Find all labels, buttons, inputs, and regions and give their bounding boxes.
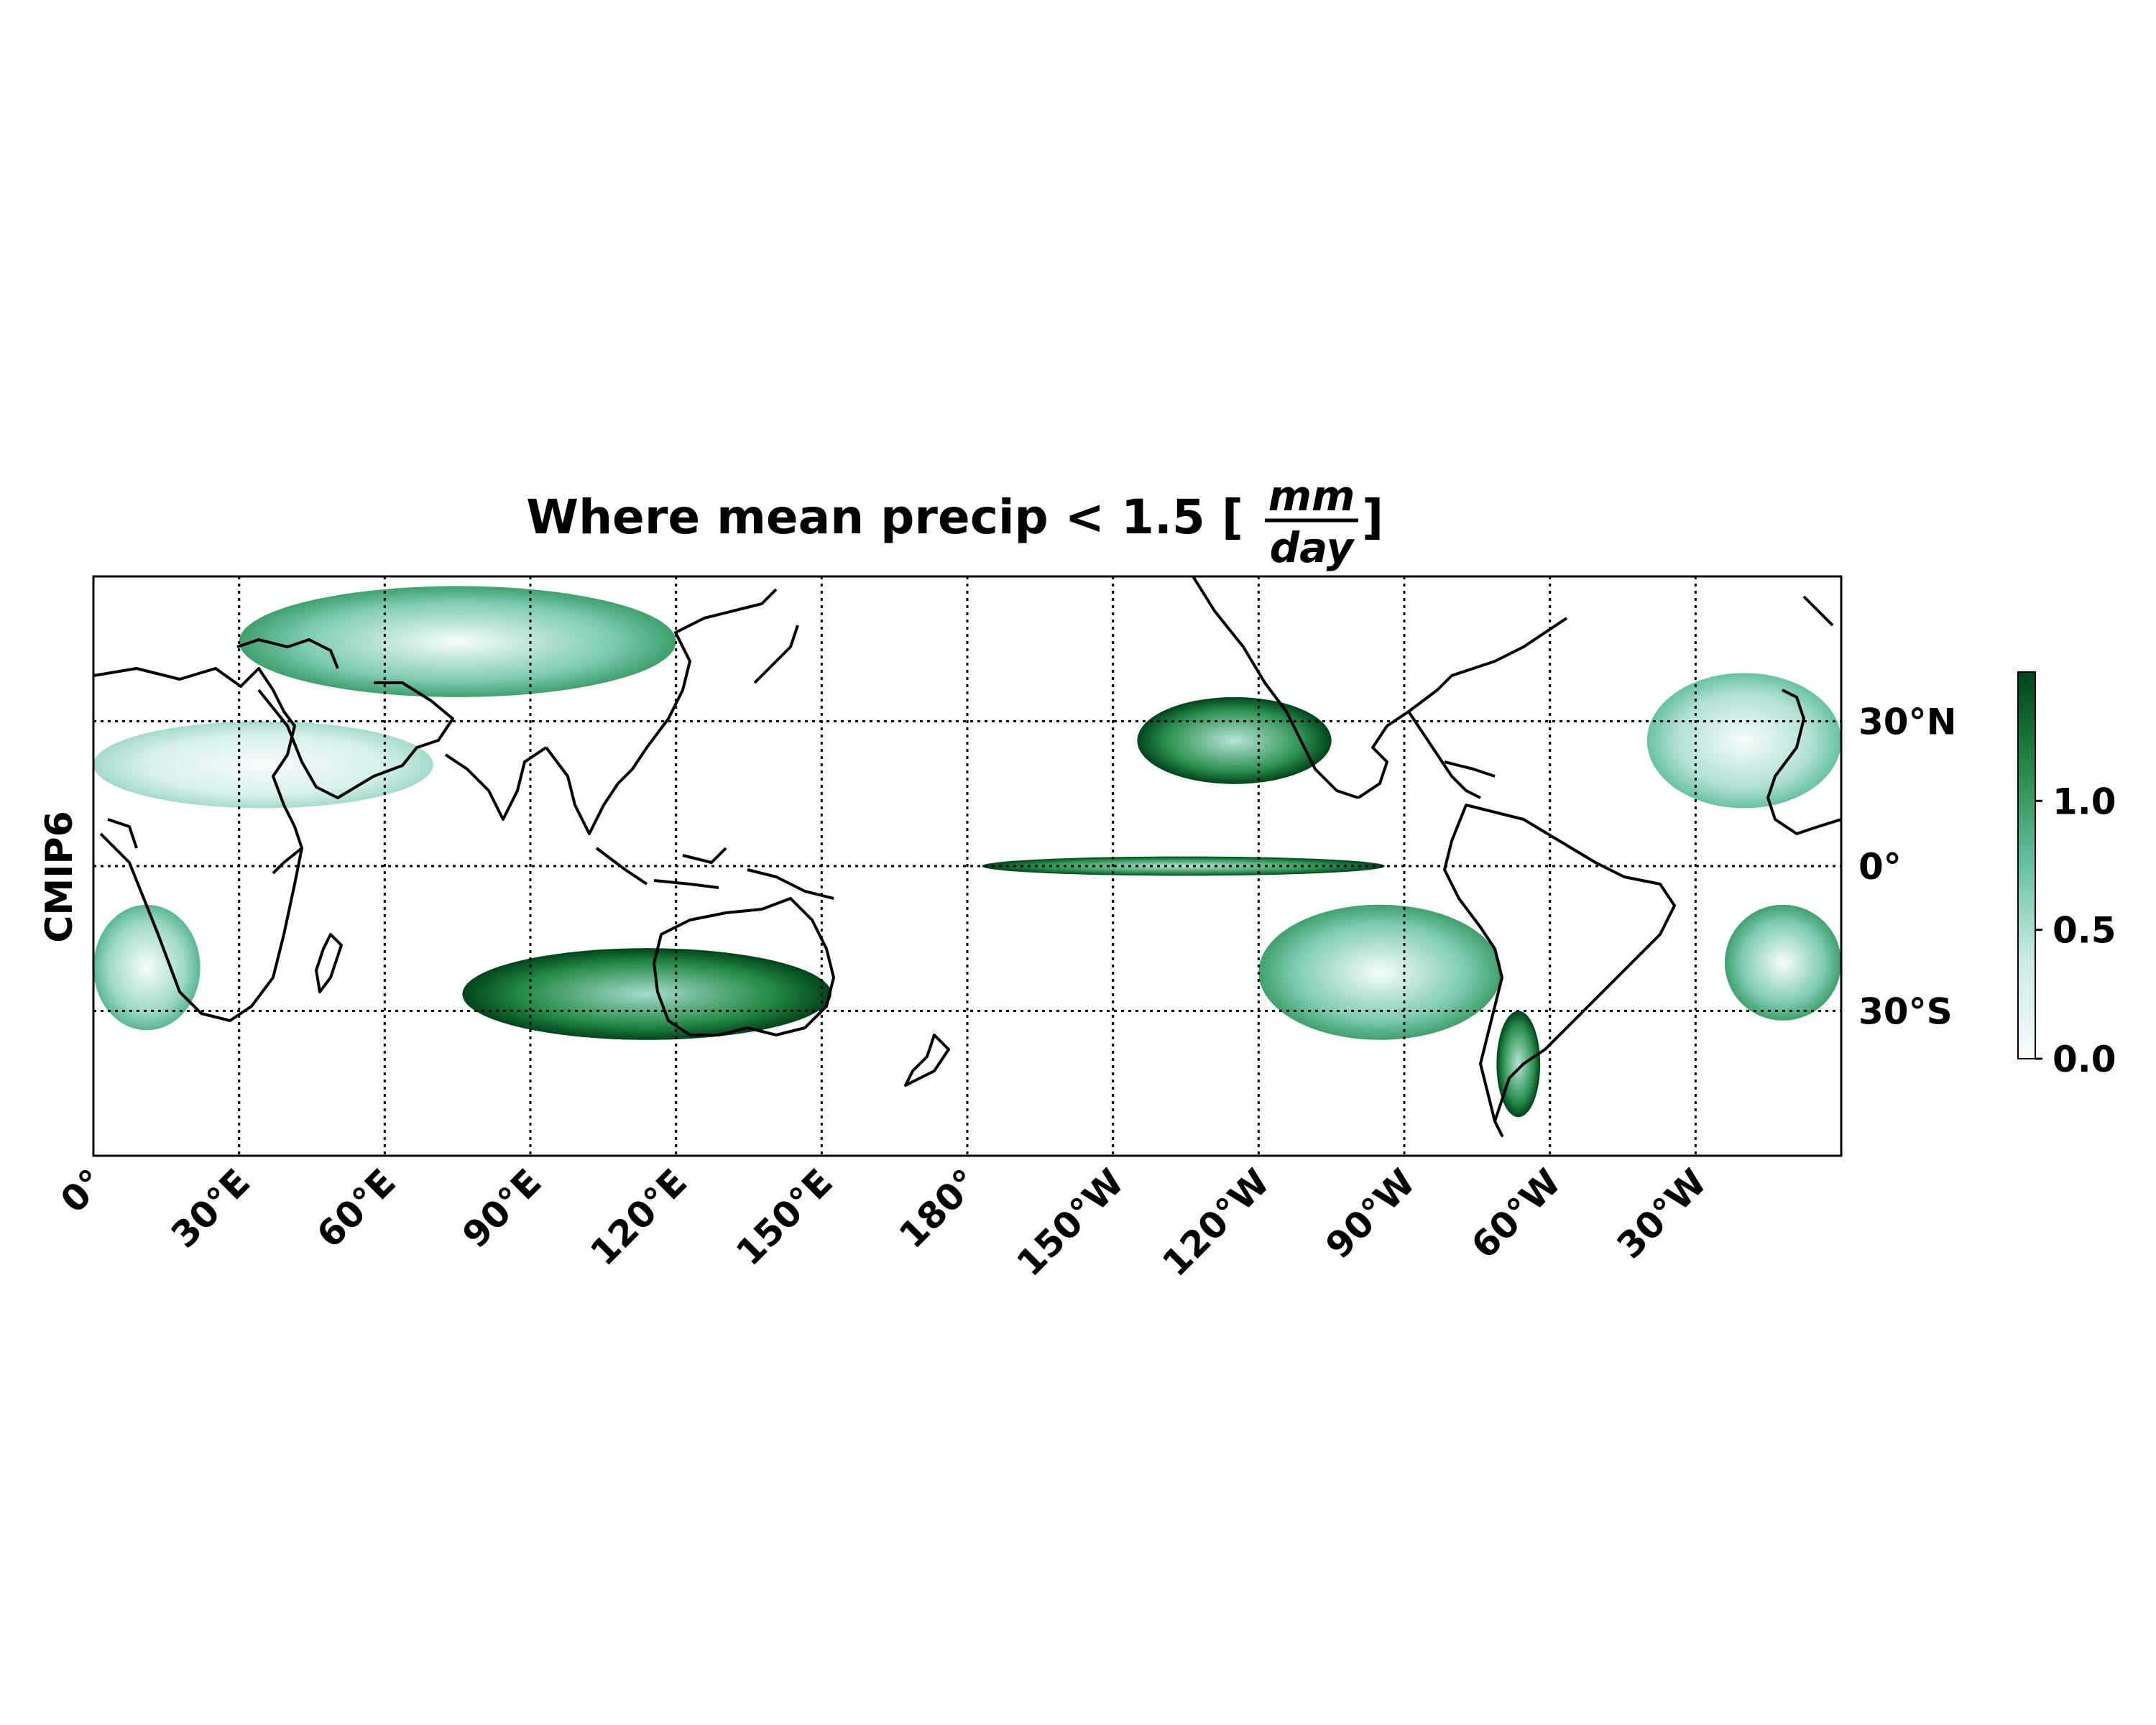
lat-tick-label: 30°S: [1858, 991, 1953, 1033]
map-panel: [92, 575, 1843, 1157]
dry-region-equatorial-pacific: [982, 856, 1385, 876]
colorbar-ticks: 0.0 0.5 1.0: [2035, 781, 2116, 1080]
dry-region-southern-africa: [93, 904, 201, 1031]
title-prefix: Where mean precip < 1.5 [: [526, 489, 1243, 545]
gridlines: [93, 576, 1841, 1156]
lon-tick-label: 30°W: [1609, 1161, 1715, 1266]
precip-field: [93, 586, 1841, 1118]
longitude-ticks: 0° 30°E 60°E 90°E 120°E 150°E 180° 150°W 120°W 90…: [52, 1161, 1715, 1284]
chart-title: Where mean precip < 1.5 [ mm day ]: [526, 472, 1383, 572]
coastlines: [93, 576, 1841, 1137]
colorbar-gradient: [2017, 671, 2036, 1059]
lon-tick-label: 0°: [52, 1161, 112, 1220]
lon-tick-label: 60°W: [1463, 1161, 1569, 1266]
dry-region-patagonia: [1496, 1011, 1541, 1118]
dry-region-north-africa-arabia: [93, 721, 433, 809]
title-suffix: ]: [1362, 489, 1383, 545]
lat-tick-label: 0°: [1858, 846, 1902, 888]
lat-tick-label: 30°N: [1858, 702, 1956, 743]
dry-region-north-atlantic-east: [1646, 673, 1841, 809]
latitude-ticks: 30°N 0° 30°S: [1858, 702, 1956, 1033]
colorbar-tick-label: 0.5: [2053, 910, 2116, 952]
dry-region-north-pacific-east: [1137, 696, 1332, 784]
dry-region-south-indian: [462, 948, 831, 1040]
lon-tick-label: 120°E: [583, 1161, 696, 1274]
lon-tick-label: 150°E: [728, 1161, 841, 1274]
lon-tick-label: 30°E: [163, 1161, 258, 1256]
colorbar-tick-label: 0.0: [2053, 1039, 2116, 1080]
colorbar: 0.0 0.5 1.0: [2017, 671, 2116, 1080]
row-label: CMIP6: [38, 811, 81, 943]
map-frame: [92, 575, 1843, 1157]
dry-region-south-atlantic-east: [1724, 904, 1841, 1021]
lon-tick-label: 90°W: [1318, 1161, 1424, 1266]
lon-tick-label: 60°E: [309, 1161, 404, 1256]
title-unit-numerator: mm: [1268, 472, 1355, 520]
dry-region-central-asia: [239, 586, 676, 697]
lon-tick-label: 180°: [891, 1161, 986, 1256]
lon-tick-label: 90°E: [454, 1161, 549, 1256]
title-unit-denominator: day: [1270, 523, 1355, 572]
dry-region-south-pacific-east: [1258, 904, 1502, 1040]
lon-tick-label: 120°W: [1154, 1161, 1277, 1284]
colorbar-tick-label: 1.0: [2053, 781, 2116, 822]
lon-tick-label: 150°W: [1009, 1161, 1132, 1284]
